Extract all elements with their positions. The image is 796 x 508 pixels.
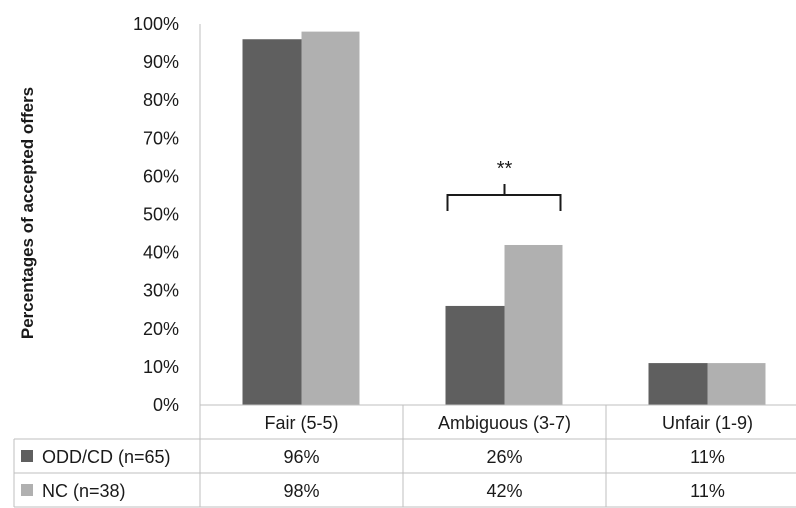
bar-nc-2 [707, 363, 766, 405]
y-tick-label: 50% [143, 205, 179, 225]
y-tick-label: 60% [143, 166, 179, 186]
bar-nc-0 [301, 31, 360, 406]
x-category-label: Fair (5-5) [264, 413, 338, 433]
legend-label: ODD/CD (n=65) [42, 447, 171, 467]
y-tick-label: 100% [133, 14, 179, 34]
significance-stars: ** [497, 158, 513, 180]
table-cell-value: 11% [690, 481, 725, 501]
y-tick-label: 90% [143, 52, 179, 72]
legend-swatch [21, 484, 33, 496]
table-cell-value: 11% [690, 447, 725, 467]
legend-label: NC (n=38) [42, 481, 126, 501]
y-tick-label: 80% [143, 90, 179, 110]
data-table: Fair (5-5) Ambiguous (3-7) Unfair (1-9) ODD… [13, 404, 796, 508]
y-tick-label: 20% [143, 319, 179, 339]
y-tick-label: 0% [153, 395, 179, 415]
bar-odd-cd-2 [648, 363, 708, 405]
bars [242, 31, 766, 406]
table-cell-value: 42% [486, 481, 522, 501]
significance-annotation: ** [446, 158, 562, 211]
y-tick-label: 10% [143, 357, 179, 377]
table-cell-value: 96% [283, 447, 319, 467]
y-tick-label: 70% [143, 128, 179, 148]
legend-swatch [21, 450, 33, 462]
x-category-label: Ambiguous (3-7) [438, 413, 571, 433]
bar-odd-cd-1 [445, 305, 505, 405]
y-axis-label: Percentages of accepted offers [18, 87, 37, 339]
y-axis-ticks: 0% 10% 20% 30% 40% 50% 60% 70% 80% 90% 100% [133, 14, 179, 415]
significance-bracket [446, 184, 562, 211]
x-category-label: Unfair (1-9) [662, 413, 753, 433]
table-cell-value: 26% [486, 447, 522, 467]
y-tick-label: 30% [143, 281, 179, 301]
y-tick-label: 40% [143, 243, 179, 263]
table-cell-value: 98% [283, 481, 319, 501]
bar-odd-cd-0 [242, 39, 302, 406]
bar-nc-1 [504, 244, 563, 405]
